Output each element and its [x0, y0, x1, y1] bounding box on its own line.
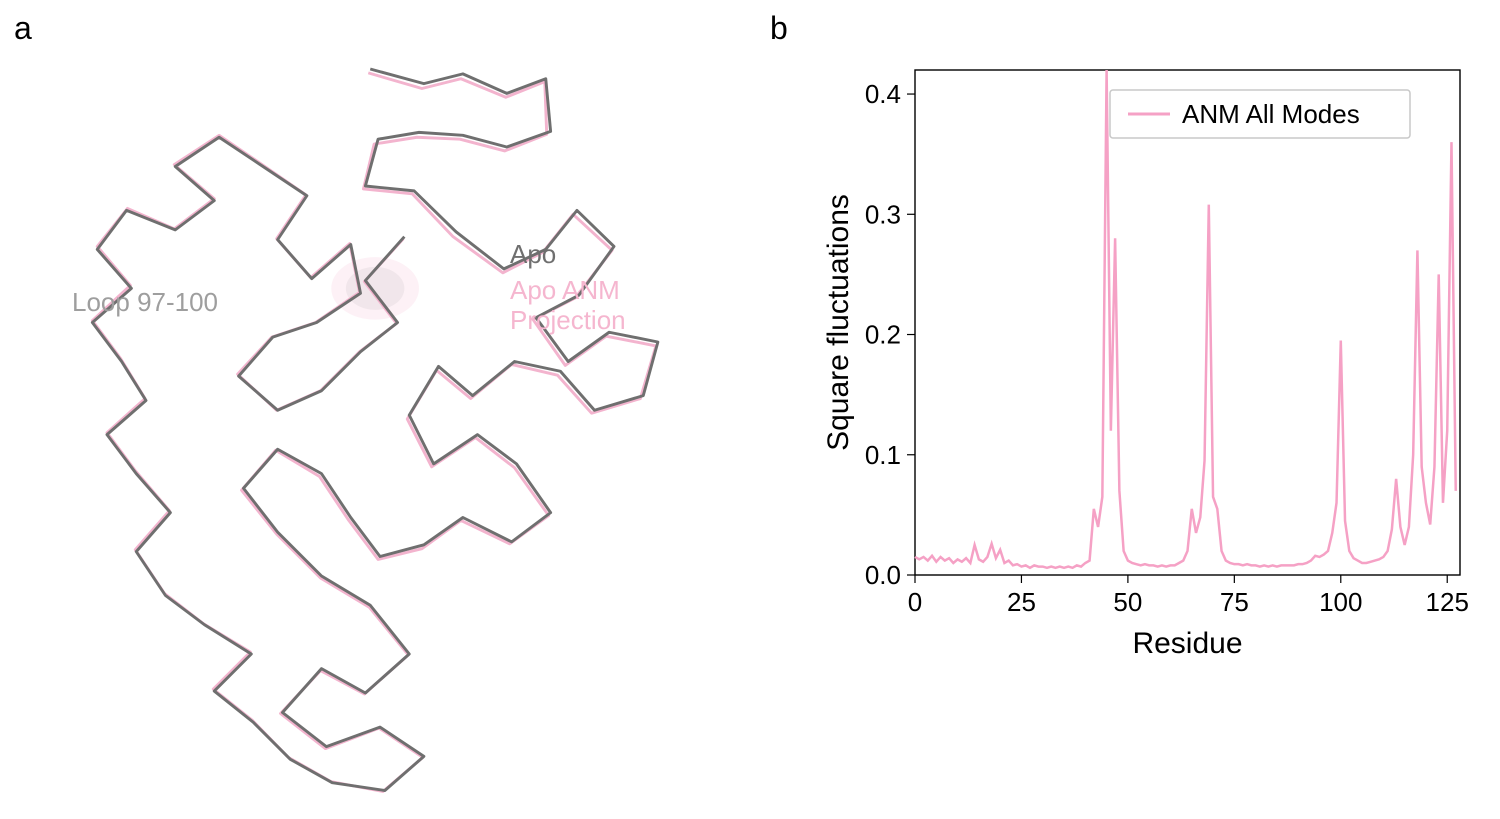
- xtick-label: 75: [1220, 587, 1249, 617]
- legend-label: ANM All Modes: [1182, 99, 1360, 129]
- annotation-apo-anm: Apo ANM Projection: [510, 276, 626, 336]
- panel-b-chart: 0 25 50 75 100 125 0.0 0.1 0.2 0.3 0.4 Residue Squar…: [820, 50, 1480, 670]
- ylabel: Square fluctuations: [822, 194, 855, 451]
- xtick-label: 125: [1426, 587, 1469, 617]
- protein-trace-svg: [10, 30, 750, 810]
- annotation-apo-anm-line1: Apo ANM: [510, 275, 620, 305]
- annotation-apo: Apo: [510, 240, 556, 270]
- annotation-loop: Loop 97-100: [72, 288, 218, 318]
- ytick-label: 0.4: [865, 79, 901, 109]
- ytick-label: 0.3: [865, 199, 901, 229]
- xtick-label: 50: [1113, 587, 1142, 617]
- xtick-label: 100: [1319, 587, 1362, 617]
- ytick-label: 0.1: [865, 440, 901, 470]
- figure-container: a b Loop 97-100 Apo Apo ANM Projection 0…: [0, 0, 1500, 819]
- chart-series-line: [915, 70, 1456, 568]
- xtick-label: 25: [1007, 587, 1036, 617]
- chart-frame: [915, 70, 1460, 575]
- trace-apo: [92, 69, 658, 791]
- chart-svg: 0 25 50 75 100 125 0.0 0.1 0.2 0.3 0.4 Residue Squar…: [820, 50, 1480, 670]
- panel-b-label: b: [770, 10, 788, 47]
- xlabel: Residue: [1132, 627, 1242, 660]
- annotation-apo-anm-line2: Projection: [510, 305, 626, 335]
- ytick-label: 0.0: [865, 560, 901, 590]
- panel-a-structure: Loop 97-100 Apo Apo ANM Projection: [10, 30, 750, 810]
- xtick-label: 0: [908, 587, 922, 617]
- ytick-label: 0.2: [865, 320, 901, 350]
